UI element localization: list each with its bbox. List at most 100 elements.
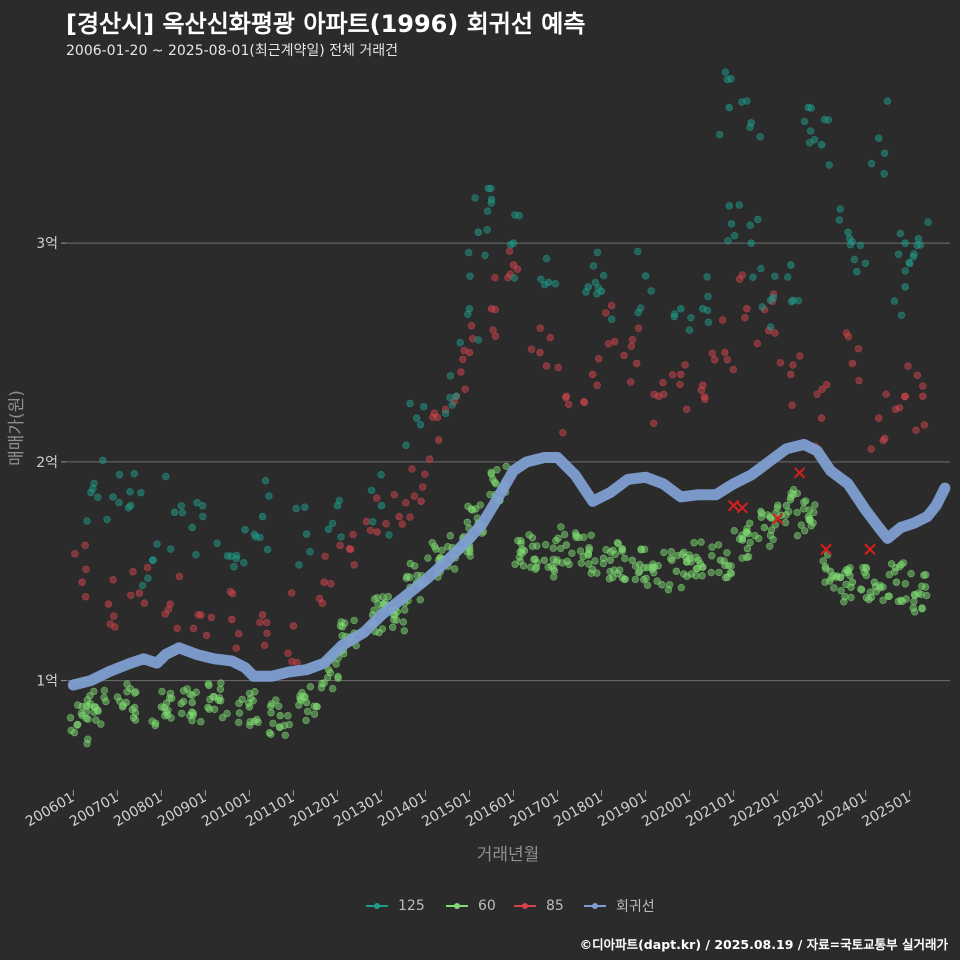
legend-label-85: 85 (546, 898, 564, 914)
data-point (880, 170, 888, 178)
data-point (66, 713, 75, 722)
data-point (515, 211, 523, 220)
data-point (487, 199, 495, 207)
data-point (723, 549, 731, 557)
data-point (471, 194, 479, 202)
data-point (420, 403, 428, 411)
data-point (677, 583, 685, 592)
data-point (789, 361, 797, 369)
data-point (708, 543, 716, 551)
data-point (410, 492, 418, 500)
data-point (855, 376, 863, 385)
data-point (579, 552, 587, 561)
data-point (918, 604, 926, 613)
data-point (127, 591, 135, 599)
data-point (350, 561, 358, 569)
data-point (253, 715, 261, 724)
data-point (81, 592, 90, 601)
data-point (565, 560, 573, 569)
data-point (457, 368, 465, 376)
data-point (533, 542, 541, 550)
data-point (800, 527, 809, 535)
data-point (367, 486, 376, 495)
data-point (123, 680, 131, 688)
data-point (483, 226, 491, 234)
data-point (640, 545, 649, 553)
data-point (510, 274, 518, 282)
data-point (167, 545, 175, 553)
data-point (718, 316, 727, 324)
data-point (137, 489, 145, 497)
data-point (411, 562, 419, 570)
data-point (78, 711, 87, 720)
data-point (284, 711, 292, 720)
data-point (313, 703, 321, 711)
data-point (631, 562, 640, 570)
data-point (373, 594, 381, 602)
data-point (633, 247, 642, 256)
data-point (228, 589, 237, 598)
data-point (207, 613, 216, 622)
data-point (149, 556, 157, 564)
data-point (301, 503, 309, 511)
y-tick-label: 1억 (36, 674, 58, 690)
data-point (767, 526, 776, 534)
data-point (84, 715, 92, 723)
data-point (875, 134, 883, 142)
data-point (774, 501, 782, 509)
data-point (179, 697, 188, 706)
data-point (618, 545, 626, 553)
data-point (854, 345, 863, 353)
data-point (685, 326, 694, 334)
data-point (715, 568, 723, 577)
data-point (177, 502, 186, 510)
data-point (256, 533, 264, 542)
data-point (491, 478, 499, 486)
data-point (416, 596, 424, 604)
data-point (67, 726, 75, 735)
data-point (901, 239, 909, 247)
x-tick-label: 201901 (595, 790, 649, 831)
data-point (336, 541, 344, 550)
data-point (860, 568, 869, 577)
data-point (251, 687, 259, 696)
data-point (787, 370, 795, 379)
data-point (913, 371, 922, 379)
data-point (384, 592, 392, 601)
data-point (844, 333, 853, 341)
data-point (256, 618, 264, 627)
data-point (848, 237, 856, 246)
data-point (189, 711, 197, 719)
data-point (476, 501, 484, 509)
data-point (267, 708, 275, 717)
data-point (178, 508, 187, 517)
data-point (650, 390, 658, 399)
data-point (466, 272, 474, 280)
data-point (810, 508, 818, 517)
data-point (800, 117, 809, 126)
data-point (129, 567, 137, 576)
data-point (853, 267, 861, 276)
data-point (589, 262, 598, 270)
data-point (335, 496, 344, 505)
data-point (464, 310, 472, 318)
data-point (456, 338, 464, 347)
chart-subtitle: 2006-01-20 ~ 2025-08-01(최근계약일) 전체 거래건 (66, 43, 398, 59)
data-point (263, 618, 271, 627)
data-point (398, 520, 406, 528)
data-point (721, 68, 730, 76)
x-mark (793, 467, 806, 479)
data-point (284, 649, 292, 657)
data-point (796, 352, 804, 360)
data-point (413, 414, 421, 422)
data-point (724, 237, 732, 245)
x-mark (727, 499, 740, 512)
data-point (685, 551, 694, 559)
data-point (725, 103, 733, 112)
data-point (919, 382, 927, 390)
data-point (536, 324, 544, 332)
data-point (261, 477, 270, 485)
data-point (258, 611, 267, 619)
data-point (704, 292, 712, 301)
x-tick-label: 202301 (771, 790, 825, 831)
